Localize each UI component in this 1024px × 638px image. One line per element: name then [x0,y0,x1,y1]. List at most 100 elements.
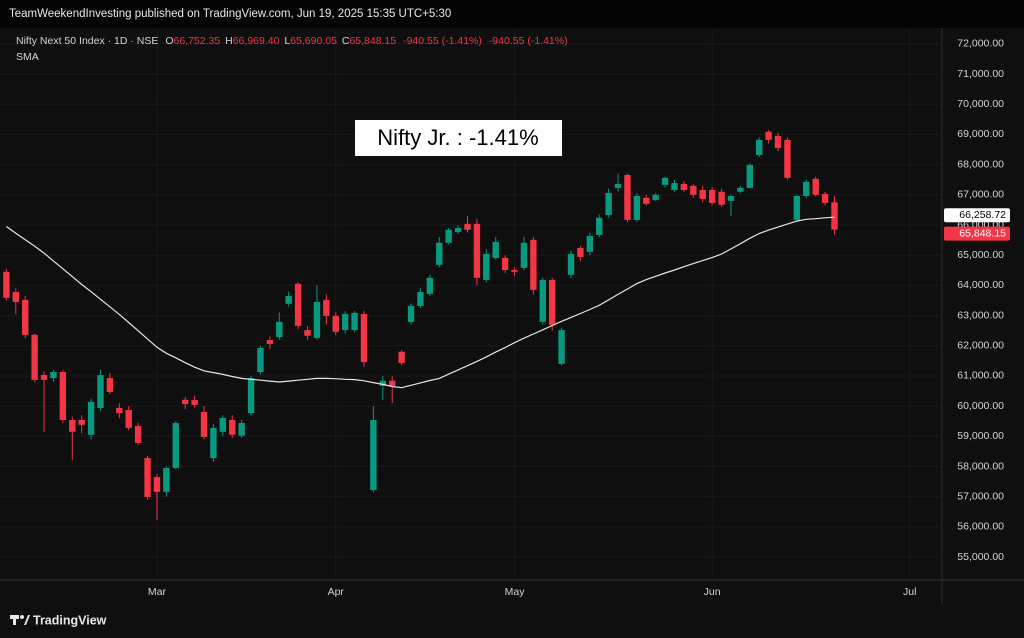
candle-body [276,321,283,337]
candle-body [530,239,537,290]
candle-body [539,279,546,322]
candle-body [163,468,170,492]
candle-body [643,197,650,204]
candle-body [219,417,227,432]
y-tick-label: 63,000.00 [957,309,1004,321]
sma-line [6,216,835,389]
y-tick-label: 58,000.00 [957,460,1004,472]
candle-body [125,410,132,428]
candle-body [699,189,706,200]
legend-change: -940.55 (-1.41%) [489,35,568,47]
candle-body [360,314,368,363]
y-tick-label: 62,000.00 [957,340,1004,352]
y-tick-label: 68,000.00 [957,158,1004,170]
x-tick-label: May [505,586,526,598]
candle-body [671,183,678,190]
candle-body [774,135,782,149]
candle-body [351,312,358,331]
candle-body [426,277,434,294]
legend-row: Nifty Next 50 Index · 1D · NSE O66,752.3… [16,35,568,47]
y-tick-label: 61,000.00 [957,370,1004,382]
candle-body [605,193,612,216]
price-label: 65,848.15 [959,227,1006,239]
y-tick-label: 55,000.00 [957,551,1004,563]
candle-body [22,299,29,335]
candle-body [247,378,255,414]
candle-body [661,177,669,185]
candle-body [87,401,95,435]
candle-body [181,399,189,405]
y-tick-label: 60,000.00 [957,400,1004,412]
y-tick-label: 64,000.00 [957,279,1004,291]
candle-body [784,139,791,178]
y-tick-label: 56,000.00 [957,521,1004,533]
candle-body [577,247,584,258]
candle-body [483,253,490,280]
candle-body [229,420,236,435]
candle-body [313,301,321,338]
logo-part [13,615,16,625]
candle-body [12,292,20,302]
candle-body [323,299,330,316]
candle-body [341,314,349,331]
candle-body [407,305,415,322]
candle-body [454,228,462,232]
y-tick-label: 67,000.00 [957,189,1004,201]
candle-body [398,351,405,363]
candle-body [172,423,179,469]
candle-body [238,423,245,436]
indicator-legend: SMA [16,51,39,63]
candle-body [134,426,142,443]
annotation-box [355,120,562,156]
candle-body [144,458,151,497]
price-label-box [944,226,1010,241]
legend-value: 66,969.40 [233,35,280,47]
candle-body [50,372,57,379]
candle-body [511,269,518,272]
candle-body [501,257,509,270]
x-tick-label: Apr [328,586,345,598]
candle-body [765,131,772,140]
candle-body [586,235,594,252]
candle-body [803,181,810,197]
candle-body [257,347,264,373]
y-tick-label: 69,000.00 [957,128,1004,140]
x-tick-label: Jun [704,586,721,598]
candle-body [332,315,339,332]
legend-change: -940.55 (-1.41%) [403,35,482,47]
candle-body [708,189,716,203]
candle-body [727,196,735,201]
candle-body [624,174,631,220]
candle-body [793,196,801,220]
footer-logo [10,615,30,625]
logo-part [20,615,24,619]
candle-body [445,229,452,243]
candle-body [106,378,114,392]
candle-body [558,330,565,364]
legend-value: 65,848.15 [349,35,396,47]
candle-body [633,196,641,220]
candle-body [737,187,744,192]
candle-body [464,223,471,230]
plot [3,129,838,520]
candle-body [31,334,38,380]
candle-body [473,223,481,278]
y-tick-label: 72,000.00 [957,38,1004,50]
candle-body [746,164,753,188]
candle-body [370,420,377,491]
candle-body [821,193,829,203]
candle-body [97,375,104,408]
candle-body [652,194,659,200]
grid [0,30,942,580]
candle-body [492,241,499,258]
x-tick-label: Jul [903,586,916,598]
candle-body [69,420,76,432]
candle-body [191,400,198,405]
candle-body [718,191,725,205]
candle-body [614,183,622,188]
banner [0,0,1024,28]
legend-title: Nifty Next 50 Index · 1D · NSE [16,35,158,47]
y-tick-label: 65,000.00 [957,249,1004,261]
